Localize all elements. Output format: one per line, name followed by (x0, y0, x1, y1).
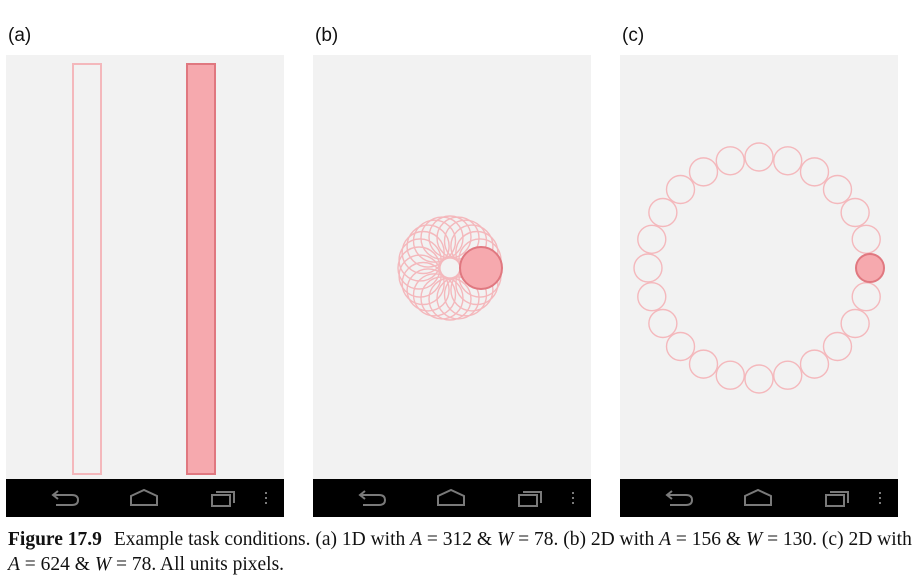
panel-c-screen (620, 55, 898, 517)
target-circle[interactable] (412, 219, 457, 263)
target-circle-highlighted[interactable] (855, 253, 885, 283)
target-circle[interactable] (428, 215, 472, 259)
menu-dots-icon[interactable] (879, 492, 881, 504)
target-circle-ring (397, 215, 503, 321)
target-circle[interactable] (665, 331, 696, 362)
target-circle[interactable] (840, 308, 870, 339)
panel-c-targets (633, 142, 885, 394)
target-circle[interactable] (851, 224, 881, 254)
back-icon[interactable] (358, 490, 387, 506)
target-circle-ring (633, 142, 885, 394)
android-navbar (313, 479, 591, 517)
target-circle[interactable] (688, 157, 719, 187)
target-circle[interactable] (648, 197, 678, 228)
target-circle[interactable] (773, 146, 803, 176)
target-circle[interactable] (397, 246, 441, 290)
target-circle[interactable] (822, 174, 853, 205)
target-circle[interactable] (773, 360, 803, 390)
panel-a-label: (a) (8, 25, 32, 46)
target-circle[interactable] (851, 282, 881, 312)
target-circle[interactable] (406, 224, 450, 268)
back-icon[interactable] (51, 490, 80, 506)
panel-a-screen (6, 55, 284, 517)
target-circle[interactable] (715, 360, 745, 390)
target-circle[interactable] (744, 364, 774, 394)
target-circle[interactable] (665, 174, 696, 205)
target-circle[interactable] (633, 253, 663, 283)
target-circle-highlighted[interactable] (459, 246, 503, 290)
android-navbar (620, 479, 898, 517)
panel-b-targets (397, 215, 503, 321)
panel-b-label: (b) (315, 25, 339, 46)
target-circle[interactable] (688, 349, 719, 379)
target-circle[interactable] (401, 230, 445, 275)
home-icon[interactable] (437, 488, 465, 506)
recent-apps-icon[interactable] (518, 491, 542, 507)
target-circle[interactable] (428, 277, 472, 321)
target-circle[interactable] (637, 224, 667, 254)
figure-number: Figure 17.9 (8, 529, 102, 550)
target-circle[interactable] (744, 142, 774, 172)
target-bar-outline[interactable] (72, 63, 102, 475)
target-circle[interactable] (420, 216, 464, 260)
recent-apps-icon[interactable] (211, 491, 235, 507)
target-circle[interactable] (398, 254, 442, 298)
target-circle[interactable] (420, 276, 464, 320)
target-circle[interactable] (401, 261, 445, 306)
target-circle[interactable] (637, 282, 667, 312)
home-icon[interactable] (744, 488, 772, 506)
panel-c-label: (c) (622, 25, 645, 46)
target-circle[interactable] (398, 238, 442, 282)
menu-dots-icon[interactable] (572, 492, 574, 504)
target-circle[interactable] (822, 331, 853, 362)
target-circle[interactable] (799, 157, 830, 187)
target-circle[interactable] (648, 308, 678, 339)
panel-b-screen (313, 55, 591, 517)
target-circle[interactable] (840, 197, 870, 228)
target-circle[interactable] (436, 276, 480, 320)
panel-a-targets (72, 63, 216, 475)
target-bar-highlighted[interactable] (186, 63, 216, 475)
target-circle[interactable] (412, 273, 457, 317)
home-icon[interactable] (130, 488, 158, 506)
target-circle[interactable] (406, 268, 450, 312)
android-navbar (6, 479, 284, 517)
recent-apps-icon[interactable] (825, 491, 849, 507)
figure-caption: Figure 17.9 Example task conditions. (a) … (8, 529, 912, 575)
menu-dots-icon[interactable] (265, 492, 267, 504)
back-icon[interactable] (665, 490, 694, 506)
target-circle[interactable] (715, 146, 745, 176)
target-circle[interactable] (799, 349, 830, 379)
